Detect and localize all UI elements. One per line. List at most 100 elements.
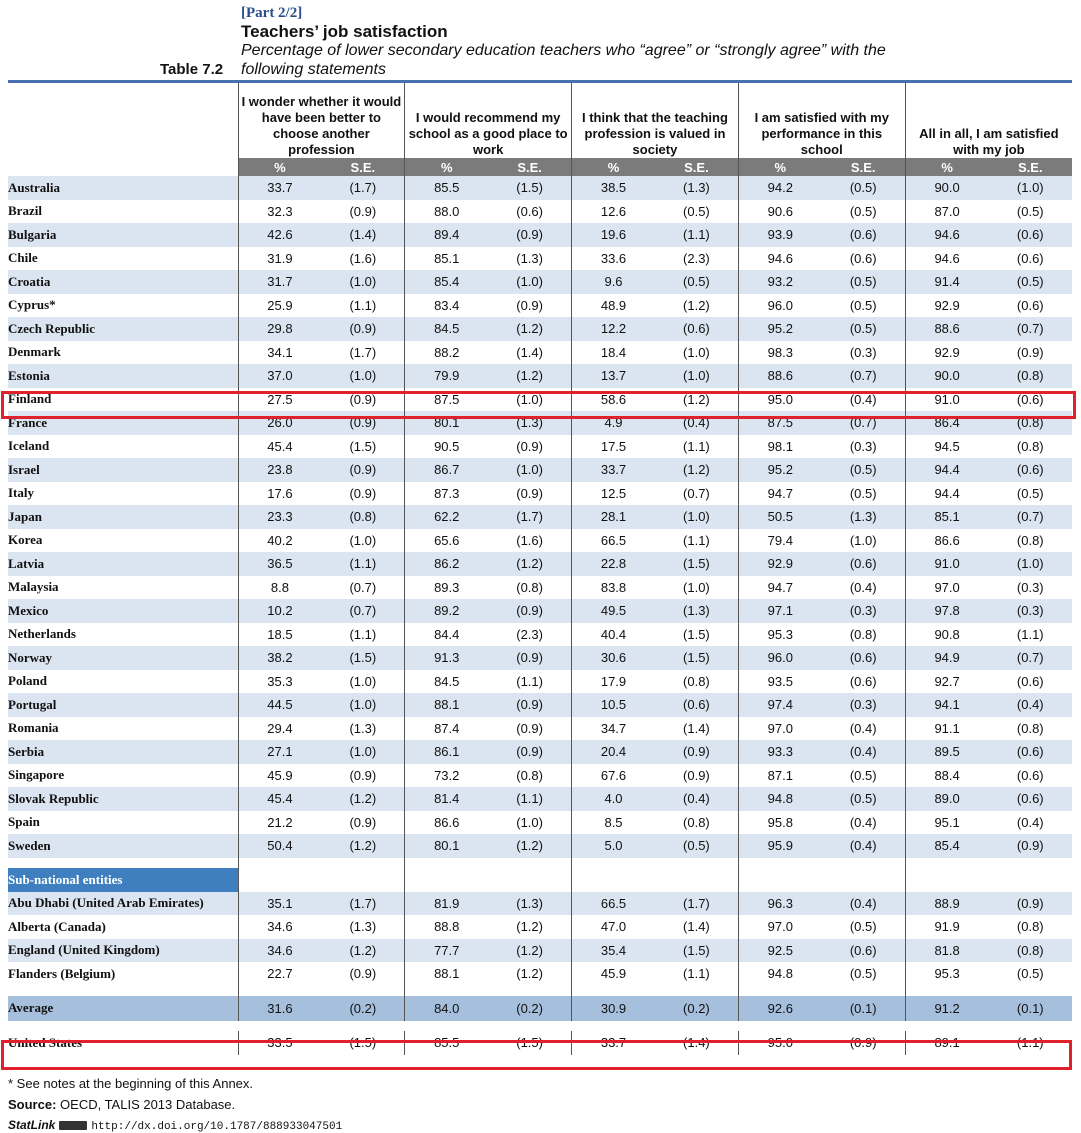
se-cell: (0.5)	[849, 485, 877, 501]
pct-cell: 45.9	[571, 962, 655, 986]
row-label: Serbia	[8, 740, 238, 764]
row-label: Romania	[8, 720, 59, 736]
row-label: Netherlands	[8, 626, 76, 642]
column-header: I think that the teaching profession is …	[571, 83, 739, 158]
pct-cell: 85.5	[404, 176, 489, 200]
se-cell: (0.4)	[821, 891, 906, 915]
table-row: Singapore 45.9 (0.9) 73.2 (0.8) 67.6 (0.9) 87.1…	[8, 763, 1072, 787]
pct-cell: 89.3	[404, 575, 489, 599]
se-subheader: S.E.	[654, 158, 739, 176]
pct-cell: 89.5	[904, 740, 989, 764]
table-row: Italy 17.6 (0.9) 87.3 (0.9) 12.5 (0.7) 94.7 (0.5…	[8, 481, 1072, 505]
average-row-group: Average 31.6 (0.2) 84.0 (0.2) 30.9 (0.2) 92.6 (0…	[8, 995, 1072, 1021]
pct-cell: 98.3	[737, 340, 822, 364]
se-cell: (0.9)	[516, 720, 543, 736]
table-row: Malaysia 8.8 (0.7) 89.3 (0.8) 83.8 (1.0) 94.7 (0…	[8, 575, 1072, 599]
pct-cell: 94.1	[904, 693, 989, 717]
pct-cell: 90.0	[904, 364, 989, 388]
se-cell: (1.2)	[488, 552, 572, 576]
se-cell: (0.6)	[849, 250, 877, 266]
row-label: Estonia	[8, 364, 238, 388]
se-cell: (2.3)	[683, 250, 710, 266]
pct-cell: 93.5	[737, 669, 822, 693]
pct-cell: 19.6	[571, 223, 655, 247]
se-cell: (1.4)	[516, 344, 543, 360]
se-cell: (1.2)	[516, 966, 543, 982]
pct-cell: 12.2	[571, 317, 655, 341]
se-subheader: S.E.	[988, 158, 1072, 176]
pct-cell: 93.9	[737, 223, 822, 247]
statlink-url[interactable]: http://dx.doi.org/10.1787/888933047501	[91, 1121, 343, 1133]
se-cell: (1.5)	[321, 646, 405, 670]
se-cell: (0.2)	[654, 995, 739, 1021]
pct-cell: 95.2	[737, 317, 822, 341]
se-cell: (1.0)	[683, 579, 710, 595]
se-cell: (1.4)	[683, 720, 710, 736]
row-label: Israel	[8, 458, 238, 482]
se-cell: (0.9)	[349, 966, 377, 982]
se-cell: (1.1)	[683, 438, 710, 454]
se-cell: (0.7)	[821, 364, 906, 388]
pct-cell: 85.1	[904, 505, 989, 529]
table-title: Teachers’ job satisfaction	[241, 22, 448, 41]
se-cell: (1.1)	[321, 552, 405, 576]
pct-cell: 18.4	[571, 340, 655, 364]
pct-cell: 29.4	[237, 716, 322, 740]
pct-cell: 34.6	[237, 938, 322, 962]
se-cell: (0.5)	[849, 767, 877, 783]
pct-cell: 87.4	[404, 716, 489, 740]
se-cell: (0.6)	[821, 223, 906, 247]
pct-cell: 85.4	[404, 270, 489, 294]
row-label: Croatia	[8, 270, 238, 294]
pct-cell: 81.8	[904, 938, 989, 962]
pct-cell: 94.8	[737, 962, 822, 986]
se-cell: (0.6)	[1016, 673, 1044, 689]
pct-cell: 92.7	[904, 669, 989, 693]
pct-cell: 44.5	[237, 693, 322, 717]
pct-cell: 91.4	[904, 270, 989, 294]
pct-cell: 94.9	[904, 646, 989, 670]
pct-cell: 92.5	[737, 938, 822, 962]
table-row: Spain 21.2 (0.9) 86.6 (1.0) 8.5 (0.8) 95.8 (0.4)…	[8, 810, 1072, 834]
pct-cell: 97.0	[737, 915, 822, 939]
pct-cell: 90.8	[904, 622, 989, 646]
se-cell: (0.5)	[988, 270, 1072, 294]
pct-cell: 73.2	[404, 763, 489, 787]
row-label: Latvia	[8, 552, 238, 576]
pct-cell: 29.8	[237, 317, 322, 341]
se-cell: (0.8)	[516, 767, 543, 783]
pct-cell: 87.1	[737, 763, 822, 787]
se-cell: (0.9)	[988, 834, 1072, 858]
table-subtitle: Percentage of lower secondary education …	[241, 42, 886, 78]
table-row: Japan 23.3 (0.8) 62.2 (1.7) 28.1 (1.0) 50.5 (1.3…	[8, 505, 1072, 529]
se-cell: (0.4)	[821, 834, 906, 858]
se-cell: (0.8)	[1016, 438, 1044, 454]
table-row: Poland 35.3 (1.0) 84.5 (1.1) 17.9 (0.8) 93.5 (0.…	[8, 669, 1072, 693]
table-row: Alberta (Canada) 34.6 (1.3) 88.8 (1.2) 47.0 (1…	[8, 915, 1072, 939]
se-cell: (0.8)	[849, 626, 877, 642]
se-cell: (0.9)	[988, 891, 1072, 915]
se-cell: (0.6)	[988, 787, 1072, 811]
pct-cell: 5.0	[571, 834, 655, 858]
pct-cell: 97.0	[737, 716, 822, 740]
pct-cell: 81.4	[404, 787, 489, 811]
se-cell: (1.2)	[654, 458, 739, 482]
se-cell: (1.1)	[516, 673, 543, 689]
se-cell: (0.4)	[849, 579, 877, 595]
row-label: Flanders (Belgium)	[8, 965, 116, 981]
se-cell: (1.7)	[321, 176, 405, 200]
pct-cell: 96.0	[737, 646, 822, 670]
pct-cell: 84.0	[404, 995, 489, 1021]
statlink-line: StatLink http://dx.doi.org/10.1787/888933…	[8, 1118, 342, 1133]
se-cell: (2.3)	[516, 626, 543, 642]
se-cell: (0.6)	[821, 938, 906, 962]
pct-cell: 67.6	[571, 763, 655, 787]
pct-cell: 88.9	[904, 891, 989, 915]
pct-cell: 92.9	[737, 552, 822, 576]
pct-subheader: %	[404, 158, 489, 176]
table-row: Australia 33.7 (1.7) 85.5 (1.5) 38.5 (1.3) 94.2…	[8, 176, 1072, 200]
pct-cell: 79.4	[737, 528, 822, 552]
se-cell: (0.5)	[849, 966, 877, 982]
pct-cell: 89.0	[904, 787, 989, 811]
se-cell: (0.6)	[1016, 297, 1044, 313]
